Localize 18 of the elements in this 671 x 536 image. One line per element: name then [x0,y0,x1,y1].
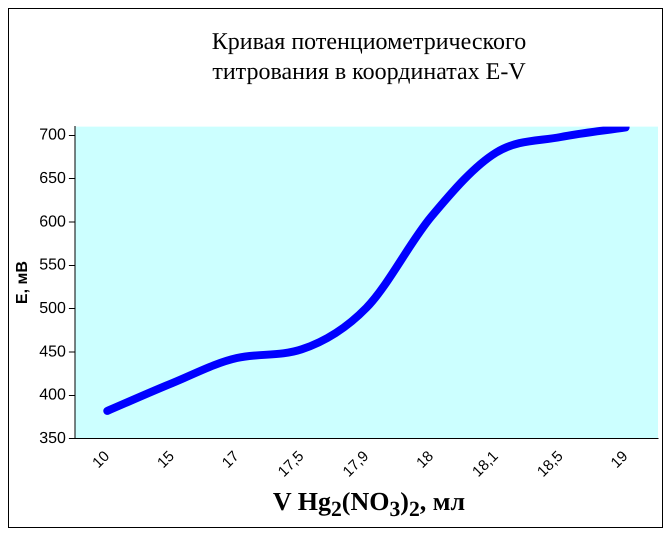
y-tick-label: 450 [39,343,66,360]
y-tick-label: 500 [39,300,66,318]
x-tick-label: 18 [413,448,437,472]
x-tick-label: 17 [218,448,243,472]
y-tick-label: 600 [39,213,66,230]
x-tick-label: 10 [89,448,114,472]
x-tick-label: 18,1 [469,448,502,480]
chart-title: Кривая потенциометрического титрования в координатах E-V [210,28,528,87]
y-tick-label: 550 [39,256,66,274]
x-tick-label: 19 [608,448,632,472]
y-tick-label: 400 [39,386,66,404]
x-axis-title: V Hg$_{2}$(NO$_{3}$)$_{2}$, мл [272,487,466,522]
x-tick-label: 17,9 [340,448,372,480]
y-axis-title: E, мВ [14,261,32,304]
y-tick-label: 650 [39,170,66,188]
y-tick-label: 700 [39,126,66,144]
x-tick-label: 15 [154,448,178,472]
y-tick-label: 350 [39,430,66,448]
